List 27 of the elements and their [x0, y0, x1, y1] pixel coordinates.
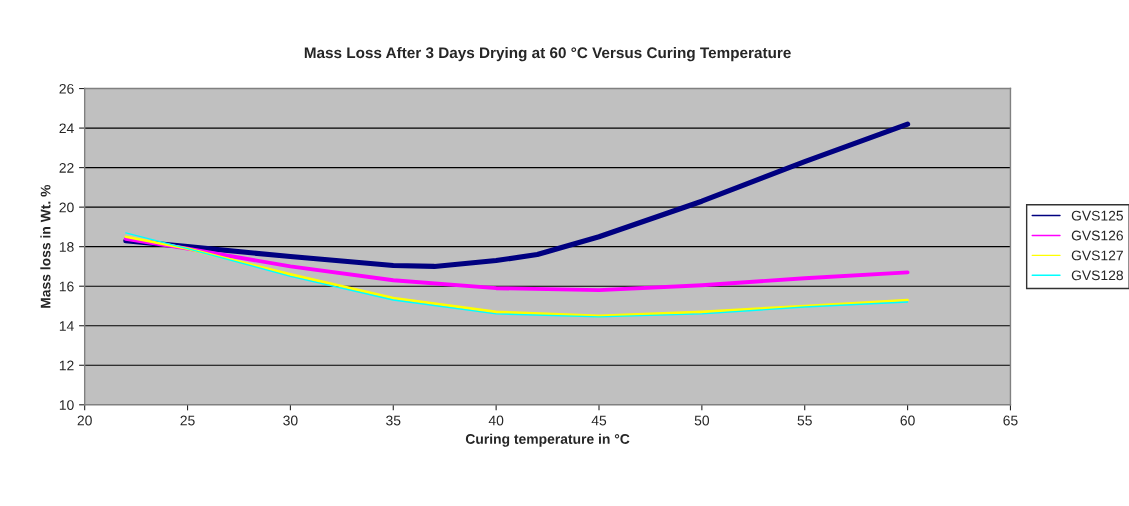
y-tick-label: 26 — [59, 83, 74, 94]
x-tick-label: 40 — [488, 415, 504, 426]
x-tick-label: 65 — [1003, 415, 1018, 426]
legend-label: GVS127 — [1071, 250, 1123, 261]
x-tick-label: 30 — [283, 415, 298, 426]
y-tick-label: 22 — [59, 162, 74, 173]
x-tick-label: 50 — [694, 415, 710, 426]
legend-label: GVS128 — [1071, 270, 1123, 281]
y-tick-label: 12 — [59, 360, 74, 371]
x-axis-title: Curing temperature in °C — [465, 433, 630, 447]
x-tick-label: 20 — [77, 415, 92, 426]
legend-label: GVS126 — [1071, 230, 1123, 241]
legend-label: GVS125 — [1071, 210, 1124, 221]
y-tick-label: 16 — [59, 281, 74, 292]
y-tick-label: 14 — [59, 321, 74, 331]
y-tick-label: 10 — [59, 400, 74, 410]
x-tick-label: 60 — [900, 415, 915, 426]
y-tick-label: 20 — [59, 202, 74, 213]
x-tick-label: 35 — [386, 415, 401, 426]
x-tick-label: 45 — [591, 415, 607, 426]
y-axis-title: Mass loss in Wt. % — [40, 184, 51, 308]
y-tick-label: 18 — [59, 242, 74, 252]
y-tick-label: 24 — [59, 123, 74, 134]
x-tick-label: 55 — [797, 415, 812, 426]
x-tick-label: 25 — [180, 415, 195, 426]
chart-title: Mass Loss After 3 Days Drying at 60 °C Versus Curing Temperature — [304, 46, 791, 62]
line-series — [123, 236, 910, 293]
